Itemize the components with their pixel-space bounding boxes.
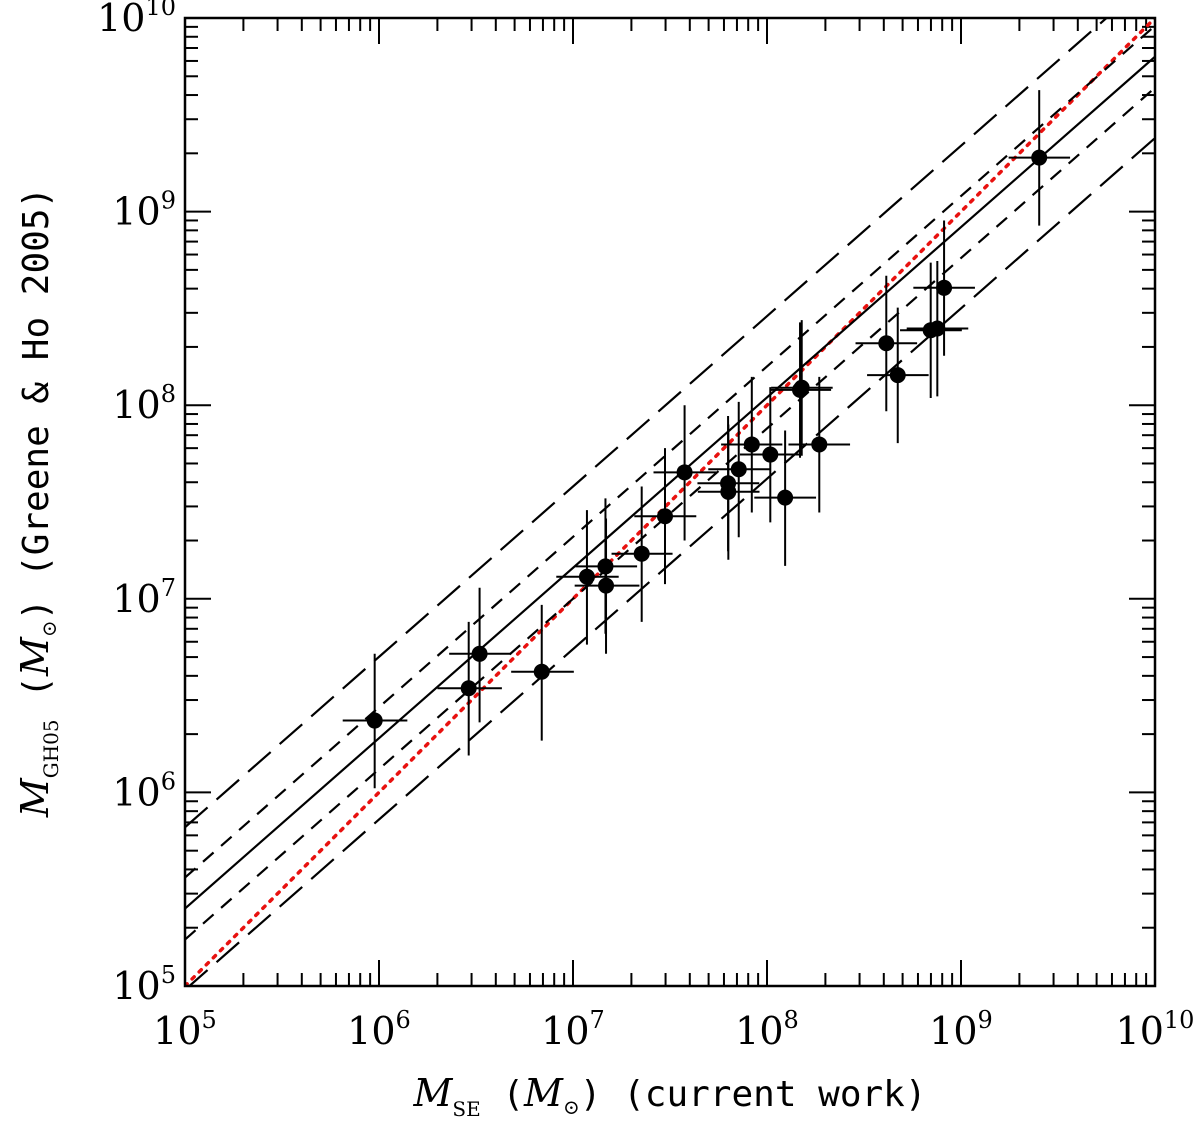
data-point — [792, 381, 809, 398]
data-point-group — [1008, 90, 1071, 226]
y-tick-label: 106 — [112, 767, 176, 814]
y-tick-label: 105 — [112, 961, 176, 1008]
data-point-group — [788, 376, 851, 513]
data-point-group — [574, 518, 640, 654]
one-to-one-line — [185, 18, 1155, 986]
data-point-group — [449, 587, 512, 723]
data-point-group — [739, 387, 802, 523]
y-tick-label: 107 — [112, 574, 176, 621]
y-axis-label: MGH05 (M⊙) (Greene & Ho 2005) — [13, 187, 63, 818]
data-point-group — [754, 430, 817, 566]
data-point — [578, 568, 595, 585]
data-point-group — [867, 307, 929, 444]
data-point-group — [611, 486, 673, 622]
data-point-group — [634, 448, 697, 585]
y-tick-label: 109 — [112, 187, 176, 234]
data-point-group — [437, 621, 502, 756]
data-point — [720, 483, 737, 500]
data-point-group — [556, 510, 619, 645]
data-point — [811, 436, 828, 453]
x-tick-label: 107 — [541, 1006, 605, 1053]
data-point — [366, 712, 383, 729]
x-tick-label: 105 — [153, 1006, 217, 1053]
data-point-group — [708, 401, 770, 538]
fit-minus-2sigma-line — [187, 137, 1155, 986]
plot-frame — [183, 16, 1157, 988]
axis-ticks — [184, 18, 1155, 987]
x-tick-label: 106 — [347, 1006, 411, 1053]
data-point — [777, 489, 794, 506]
data-point — [598, 577, 615, 594]
x-tick-labels: 105 106 107 108 109 1010 — [153, 1006, 1194, 1053]
data-point — [762, 446, 779, 463]
data-point — [533, 663, 550, 680]
data-point — [656, 508, 673, 525]
data-point-group — [769, 322, 832, 458]
data-point — [929, 320, 946, 337]
x-tick-label: 1010 — [1116, 1006, 1195, 1053]
y-tick-label: 1010 — [97, 0, 176, 40]
fit-plus-2sigma-line — [185, 18, 1109, 829]
data-point — [676, 464, 693, 481]
data-point — [743, 436, 760, 453]
data-point-group — [855, 275, 918, 412]
data-point — [1031, 149, 1048, 166]
data-point-group — [342, 653, 408, 789]
data-point — [633, 545, 650, 562]
data-point-group — [721, 376, 783, 513]
fit-lines — [185, 18, 1155, 986]
x-tick-label: 108 — [735, 1006, 799, 1053]
data-point — [460, 680, 477, 697]
data-point-group — [697, 424, 760, 560]
data-point — [936, 279, 953, 296]
x-tick-label: 109 — [929, 1006, 993, 1053]
data-point — [878, 335, 895, 352]
data-point — [730, 461, 747, 478]
data-points — [342, 90, 1071, 789]
data-point — [471, 645, 488, 662]
data-point-group — [913, 220, 975, 356]
fit-plus-1sigma-line — [185, 24, 1155, 879]
data-point-group — [511, 604, 574, 741]
x-axis-label: MSE (M⊙) (current work) — [412, 1071, 926, 1121]
best-fit-line — [185, 55, 1155, 910]
y-tick-labels: 105 106 107 108 109 1010 — [97, 0, 176, 1008]
data-point — [889, 367, 906, 384]
y-tick-label: 108 — [112, 380, 176, 427]
data-point-group — [653, 405, 717, 541]
